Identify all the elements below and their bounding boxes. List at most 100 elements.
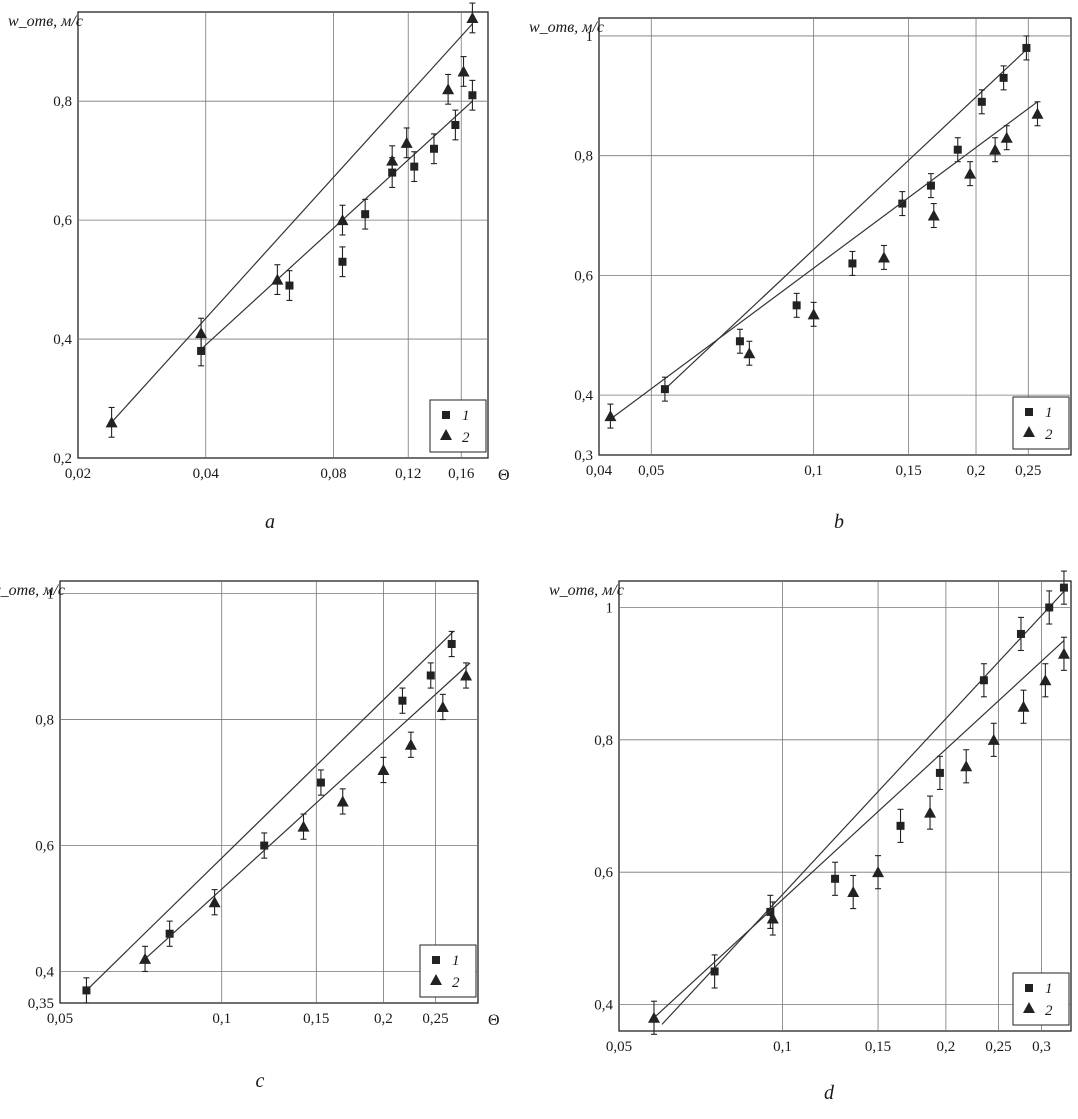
data-point-triangle xyxy=(208,896,221,908)
y-axis-label: w_отв, м/с xyxy=(549,582,624,599)
data-point-square xyxy=(766,907,775,916)
data-point-triangle xyxy=(404,738,417,750)
legend-marker-triangle xyxy=(1023,426,1035,437)
data-point-square xyxy=(426,671,435,680)
x-tick-label: 0,1 xyxy=(773,1039,792,1055)
y-tick-label: 0,3 xyxy=(574,448,593,464)
data-point-triangle xyxy=(924,806,937,818)
y-tick-label: 0,6 xyxy=(574,268,593,284)
legend-marker-triangle xyxy=(440,429,452,440)
data-point-triangle xyxy=(960,760,973,772)
y-tick-label: 1 xyxy=(47,587,55,603)
y-tick-label: 0,2 xyxy=(53,451,72,467)
y-tick-label: 0,8 xyxy=(53,94,72,110)
x-tick-label: 0,1 xyxy=(212,1011,231,1027)
x-tick-label: 0,15 xyxy=(303,1011,329,1027)
fit-line-series-2 xyxy=(144,662,471,960)
y-tick-label: 0,8 xyxy=(574,149,593,165)
data-point-square xyxy=(926,181,935,190)
data-point-triangle xyxy=(807,308,820,320)
x-tick-label: 0,2 xyxy=(374,1011,393,1027)
chart-panel-c: 0,050,10,150,20,250,350,40,60,81w_отв, м… xyxy=(0,580,500,1092)
chart-panel-a: 0,02 0,04 0,08 0,12 0,16 0,2 0,4 0,6 0,8 w_отв, м… xyxy=(8,2,510,533)
data-point-square xyxy=(660,385,669,394)
data-point-triangle xyxy=(377,763,390,775)
data-point-triangle xyxy=(743,347,756,359)
data-point-square xyxy=(451,120,460,129)
data-point-triangle xyxy=(400,136,413,148)
x-tick-label: 0,05 xyxy=(47,1011,73,1027)
legend-label-2: 2 xyxy=(462,430,470,446)
data-point-square xyxy=(338,257,347,266)
data-point-square xyxy=(429,144,438,153)
legend-box xyxy=(1012,396,1070,450)
data-point-square xyxy=(979,676,988,685)
y-tick-label: 0,6 xyxy=(35,839,54,855)
legend-label-1: 1 xyxy=(1045,981,1053,997)
panel-caption: c xyxy=(256,1070,265,1092)
data-point-square xyxy=(999,73,1008,82)
data-point-triangle xyxy=(987,733,1000,745)
panel-caption: a xyxy=(265,511,275,533)
data-point-square xyxy=(410,162,419,171)
y-tick-label: 0,4 xyxy=(594,998,613,1014)
x-tick-label: 0,12 xyxy=(395,466,421,482)
data-point-square xyxy=(735,337,744,346)
data-point-triangle xyxy=(336,795,349,807)
data-point-square xyxy=(953,145,962,154)
data-point-square xyxy=(710,967,719,976)
data-point-square xyxy=(1022,43,1031,52)
legend-box xyxy=(1012,972,1070,1026)
x-tick-label: 0,25 xyxy=(985,1039,1011,1055)
x-axis-label: Θ xyxy=(498,467,510,484)
fit-line-series-2 xyxy=(610,101,1038,420)
y-tick-label: 0,6 xyxy=(53,213,72,229)
x-tick-label: 0,15 xyxy=(865,1039,891,1055)
data-point-square xyxy=(1059,583,1068,592)
legend-marker-triangle xyxy=(430,974,442,985)
data-point-square xyxy=(82,986,91,995)
x-tick-label: 0,3 xyxy=(1032,1039,1051,1055)
x-tick-label: 0,2 xyxy=(967,463,986,479)
fit-line-series-2 xyxy=(653,640,1065,1019)
data-point-triangle xyxy=(964,167,977,179)
y-tick-label: 0,35 xyxy=(28,996,54,1012)
plot-frame xyxy=(618,580,1072,1032)
legend-marker-triangle xyxy=(1023,1002,1035,1013)
x-tick-label: 0,2 xyxy=(937,1039,956,1055)
legend-marker-square xyxy=(442,411,450,419)
data-point-triangle xyxy=(460,669,473,681)
data-point-square xyxy=(197,346,206,355)
data-point-triangle xyxy=(336,214,349,226)
panel-caption: b xyxy=(834,511,844,533)
y-axis-label: w_отв, м/с xyxy=(0,582,65,599)
data-point-square xyxy=(1045,603,1054,612)
x-tick-label: 0,02 xyxy=(65,466,91,482)
y-tick-label: 1 xyxy=(586,29,594,45)
legend-label-2: 2 xyxy=(1045,1003,1053,1019)
data-point-square xyxy=(977,97,986,106)
data-point-triangle xyxy=(466,11,479,23)
y-tick-label: 0,4 xyxy=(574,388,593,404)
data-point-triangle xyxy=(766,912,779,924)
data-point-triangle xyxy=(442,83,455,95)
legend-label-1: 1 xyxy=(1045,405,1053,421)
data-point-square xyxy=(1016,629,1025,638)
data-point-square xyxy=(316,778,325,787)
x-axis-label: Θ xyxy=(488,1012,500,1029)
data-point-square xyxy=(165,929,174,938)
data-point-square xyxy=(285,281,294,290)
fit-line-series-1 xyxy=(664,47,1029,390)
data-point-triangle xyxy=(1057,647,1070,659)
data-point-triangle xyxy=(847,886,860,898)
data-point-square xyxy=(896,821,905,830)
fit-line-series-1 xyxy=(200,100,473,350)
data-point-triangle xyxy=(604,410,617,422)
data-point-square xyxy=(398,696,407,705)
data-point-square xyxy=(848,259,857,268)
data-point-triangle xyxy=(647,1011,660,1023)
legend-label-1: 1 xyxy=(462,408,470,424)
data-point-triangle xyxy=(436,700,449,712)
y-axis-label: w_отв, м/с xyxy=(529,19,604,36)
data-point-square xyxy=(792,301,801,310)
